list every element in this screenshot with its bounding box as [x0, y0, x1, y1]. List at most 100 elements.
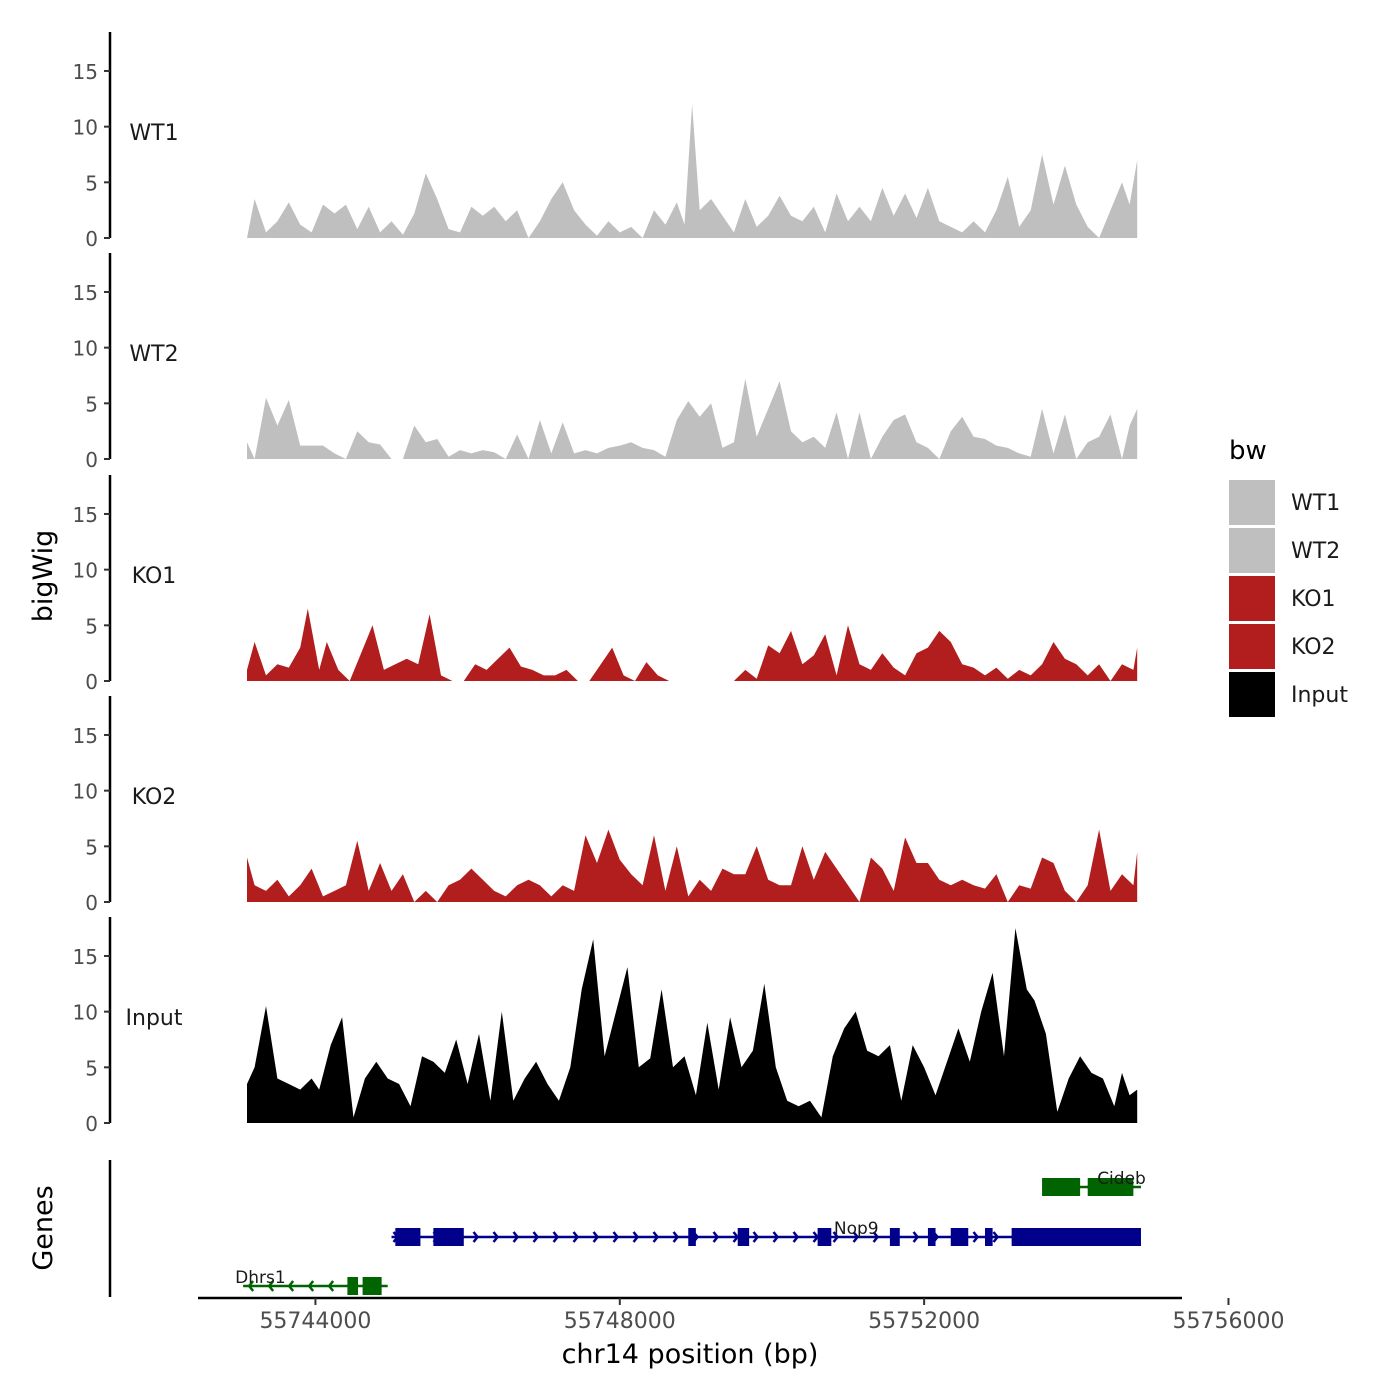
strand-arrow: [752, 1231, 760, 1243]
gene-nop9: Nop9: [391, 1219, 1141, 1246]
signal-area-wt1: [247, 104, 1138, 239]
strand-arrow: [592, 1231, 600, 1243]
y-tick-label: 15: [73, 724, 98, 748]
y-tick-label: 10: [73, 116, 98, 140]
gene-label: Cideb: [1097, 1169, 1146, 1189]
strand-arrow: [247, 1280, 255, 1292]
gene-exon: [889, 1228, 900, 1246]
y-tick-label: 0: [85, 448, 98, 472]
track-input: 0 5 10 15 Input: [73, 917, 1138, 1136]
signal-area-ko2: [247, 829, 1138, 902]
x-tick-label: 55748000: [564, 1309, 676, 1334]
x-tick-label: 55756000: [1172, 1309, 1284, 1334]
strand-arrow: [852, 1231, 860, 1243]
legend-swatch-ko1: [1229, 576, 1275, 621]
legend-swatch-wt2: [1229, 528, 1275, 573]
legend-title: bw: [1229, 436, 1267, 466]
strand-arrow: [712, 1231, 720, 1243]
gene-exon: [985, 1228, 993, 1246]
track-wt1: 0 5 10 15 WT1: [73, 32, 1138, 251]
strand-arrow: [812, 1231, 820, 1243]
y-tick-label: 10: [73, 337, 98, 361]
y-tick-label: 5: [85, 171, 98, 195]
strand-arrow: [652, 1231, 660, 1243]
track-label: WT2: [129, 342, 178, 367]
signal-area-input: [247, 928, 1138, 1123]
y-tick-label: 10: [73, 1001, 98, 1025]
gene-cideb: Cideb: [1042, 1169, 1146, 1196]
strand-arrow: [287, 1280, 295, 1292]
strand-arrow: [572, 1231, 580, 1243]
legend-label-ko1: KO1: [1291, 587, 1336, 612]
signal-tracks: 0 5 10 15 WT1 0 5 10 15 WT2 0 5 10 15 KO1 0 5 10 15 KO2 0 5 10…: [73, 32, 1138, 1136]
track-label: WT1: [129, 121, 178, 146]
gene-exon: [1011, 1228, 1141, 1246]
y-tick-label: 0: [85, 1112, 98, 1136]
strand-arrow: [552, 1231, 560, 1243]
gene-exon: [950, 1228, 969, 1246]
legend-swatch-input: [1229, 672, 1275, 717]
y-tick-label: 15: [73, 945, 98, 969]
y-tick-label: 0: [85, 891, 98, 915]
y-tick-label: 5: [85, 392, 98, 416]
y-tick-label: 15: [73, 60, 98, 84]
signal-area-wt2: [247, 378, 1138, 459]
y-axis-title: bigWig: [28, 530, 59, 623]
strand-arrow: [267, 1280, 275, 1292]
x-tick-label: 55744000: [259, 1309, 371, 1334]
gene-label: Nop9: [834, 1219, 879, 1239]
strand-arrow: [532, 1231, 540, 1243]
gene-track: Dhrs1 Nop9 Cideb: [108, 1160, 1146, 1297]
legend-label-wt1: WT1: [1291, 491, 1340, 516]
strand-arrow: [992, 1231, 1000, 1243]
genes-axis-title: Genes: [28, 1185, 59, 1270]
signal-area-ko1: [247, 608, 1138, 681]
strand-arrow: [492, 1231, 500, 1243]
gene-exon: [817, 1228, 832, 1246]
y-tick-label: 10: [73, 780, 98, 804]
legend-swatch-ko2: [1229, 624, 1275, 669]
strand-arrow: [307, 1280, 315, 1292]
legend-label-wt2: WT2: [1291, 539, 1340, 564]
gene-exon: [347, 1277, 359, 1295]
y-tick-label: 0: [85, 670, 98, 694]
gene-exon: [688, 1228, 696, 1246]
gene-exon: [362, 1277, 382, 1295]
legend-swatch-wt1: [1229, 480, 1275, 525]
strand-arrow: [832, 1231, 840, 1243]
y-tick-label: 5: [85, 614, 98, 638]
legend-label-ko2: KO2: [1291, 635, 1336, 660]
track-ko1: 0 5 10 15 KO1: [73, 475, 1138, 694]
y-tick-label: 5: [85, 1056, 98, 1080]
legend: bw WT1 WT2 KO1 KO2 Input: [1229, 436, 1348, 717]
x-axis: 55744000 55748000 55752000 55756000: [198, 1296, 1284, 1334]
strand-arrow: [732, 1231, 740, 1243]
strand-arrow: [772, 1231, 780, 1243]
strand-arrow: [512, 1231, 520, 1243]
strand-arrow: [612, 1231, 620, 1243]
track-wt2: 0 5 10 15 WT2: [73, 253, 1138, 472]
x-tick-label: 55752000: [868, 1309, 980, 1334]
strand-arrow: [672, 1231, 680, 1243]
y-tick-label: 0: [85, 227, 98, 251]
gene-exon: [737, 1228, 750, 1246]
y-tick-label: 15: [73, 281, 98, 305]
x-axis-title: chr14 position (bp): [562, 1339, 819, 1370]
gene-exon: [927, 1228, 936, 1246]
strand-arrow: [632, 1231, 640, 1243]
strand-arrow: [327, 1280, 335, 1292]
legend-label-input: Input: [1291, 683, 1348, 708]
gene-exon: [433, 1228, 464, 1246]
strand-arrow: [912, 1231, 920, 1243]
strand-arrow: [972, 1231, 980, 1243]
gene-dhrs1: Dhrs1: [235, 1268, 388, 1295]
strand-arrow: [872, 1231, 880, 1243]
y-tick-label: 5: [85, 835, 98, 859]
gene-exon: [395, 1228, 421, 1246]
track-label: KO1: [132, 564, 177, 589]
gene-exon: [1042, 1178, 1081, 1196]
track-label: KO2: [132, 785, 177, 810]
y-tick-label: 15: [73, 503, 98, 527]
gene-exon: [1087, 1178, 1134, 1196]
